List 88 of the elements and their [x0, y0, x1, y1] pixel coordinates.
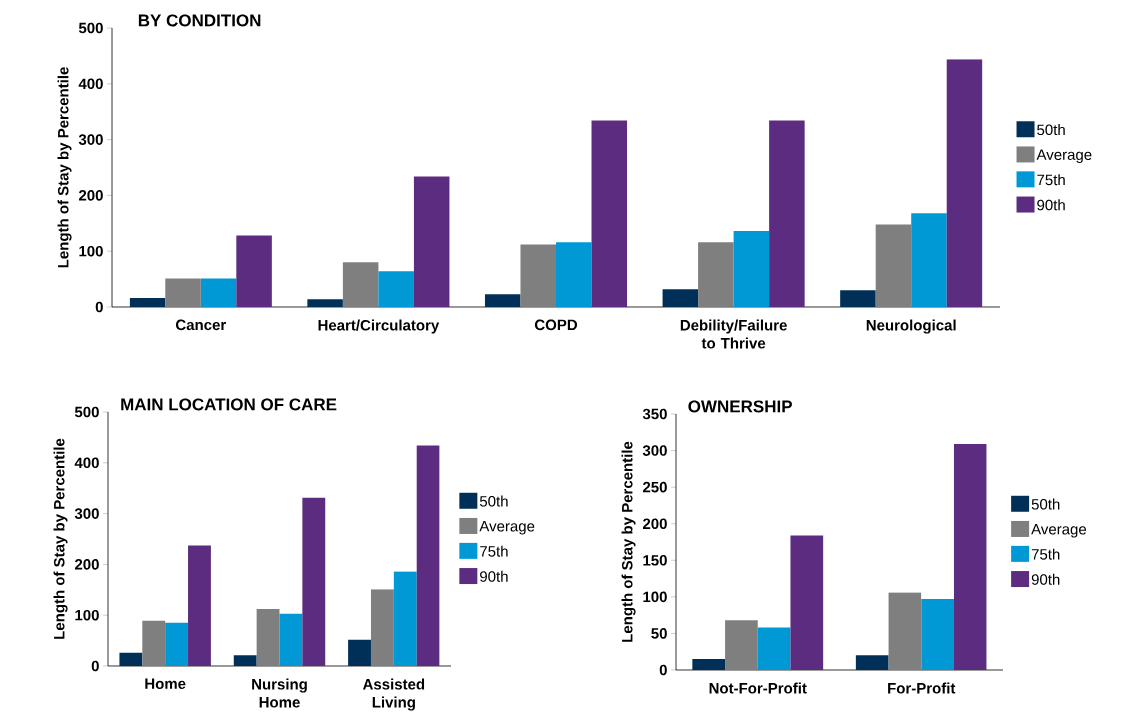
bar	[692, 659, 726, 670]
y-tick-label: 0	[95, 301, 103, 313]
bar	[119, 652, 143, 666]
bar	[769, 120, 805, 307]
x-tick-label: Cancer	[175, 319, 226, 331]
x-tick-label: Assisted Living	[362, 678, 425, 711]
bar	[370, 589, 394, 666]
legend-label: 90th	[1037, 199, 1065, 211]
x-tick-label: For-Profit	[888, 682, 956, 694]
bar	[236, 235, 272, 307]
legend-label: 75th	[1037, 174, 1065, 186]
y-tick-label: 0	[659, 664, 667, 676]
y-tick-label: 200	[74, 559, 99, 570]
bar	[256, 609, 280, 666]
y-tick-label: 50	[651, 628, 667, 639]
bar	[188, 545, 211, 666]
legend-label: 50th	[479, 495, 508, 507]
y-tick-label: 300	[78, 134, 103, 145]
legend-label: 90th	[1031, 573, 1060, 585]
legend-label: Average	[1031, 524, 1087, 538]
y-tick-label: 350	[642, 408, 667, 420]
bar	[416, 445, 440, 666]
y-tick-label: 150	[643, 554, 667, 566]
y-tick-label: 300	[74, 508, 99, 519]
y-axis-title: Length of Stay by Percentile	[53, 438, 68, 639]
x-tick-label: Not-For-Profit	[709, 682, 807, 694]
legend-label: Average	[1036, 149, 1092, 163]
y-tick-label: 400	[78, 78, 103, 90]
x-tick-label: COPD	[534, 319, 578, 331]
bar	[790, 535, 824, 670]
bar	[200, 278, 237, 307]
bar	[279, 613, 303, 666]
legend-label: 75th	[1031, 548, 1060, 560]
bar	[855, 655, 889, 670]
bar	[698, 242, 734, 307]
y-axis-title: Length of Stay by Percentile	[621, 441, 636, 642]
bar	[556, 242, 592, 307]
legend-label: 50th	[1037, 124, 1065, 136]
y-tick-label: 100	[79, 245, 103, 257]
x-tick-label: Debility/Failure to Thrive	[680, 319, 787, 349]
legend-label: 50th	[1031, 498, 1060, 510]
bar	[725, 620, 758, 670]
legend-label: Average	[479, 521, 535, 535]
bar	[946, 59, 983, 307]
bar	[520, 244, 557, 307]
y-tick-label: 500	[78, 22, 103, 34]
bar	[840, 290, 876, 307]
bar	[233, 655, 257, 666]
bar	[342, 262, 379, 307]
bar	[875, 224, 912, 307]
bar	[662, 289, 699, 307]
bar	[129, 298, 166, 307]
legend-label: 90th	[480, 570, 508, 582]
chart-title: OWNERSHIP	[688, 400, 792, 413]
x-tick-label: Neurological	[866, 319, 956, 334]
bar	[953, 443, 987, 670]
legend-label: 75th	[480, 545, 508, 557]
y-tick-label: 500	[74, 406, 99, 418]
y-axis-title: Length of Stay by Percentile	[57, 67, 72, 268]
y-tick-label: 200	[642, 518, 667, 530]
bar	[302, 497, 326, 666]
bar	[921, 599, 954, 670]
x-tick-label: Heart/Circulatory	[318, 319, 440, 334]
y-tick-label: 300	[642, 445, 667, 456]
y-tick-label: 200	[78, 190, 103, 201]
y-tick-label: 100	[643, 591, 667, 603]
bar	[733, 231, 770, 307]
bar	[307, 299, 343, 307]
bar	[348, 639, 371, 666]
y-tick-label: 400	[74, 457, 99, 469]
bar	[911, 213, 947, 307]
bar	[393, 571, 417, 666]
bar	[165, 622, 189, 666]
x-tick-label: Home	[145, 678, 186, 689]
y-tick-label: 100	[75, 609, 99, 621]
bar	[888, 592, 922, 670]
y-tick-label: 0	[91, 660, 99, 672]
bar	[757, 627, 791, 670]
bar	[165, 278, 201, 307]
bar	[413, 176, 450, 307]
bar	[591, 120, 628, 307]
bar	[378, 271, 414, 307]
bar	[142, 620, 166, 666]
x-tick-label: Nursing Home	[252, 678, 307, 708]
bar	[484, 294, 521, 307]
chart-title: BY CONDITION	[138, 14, 261, 27]
y-tick-label: 250	[642, 481, 667, 493]
chart-title: MAIN LOCATION OF CARE	[121, 398, 337, 411]
